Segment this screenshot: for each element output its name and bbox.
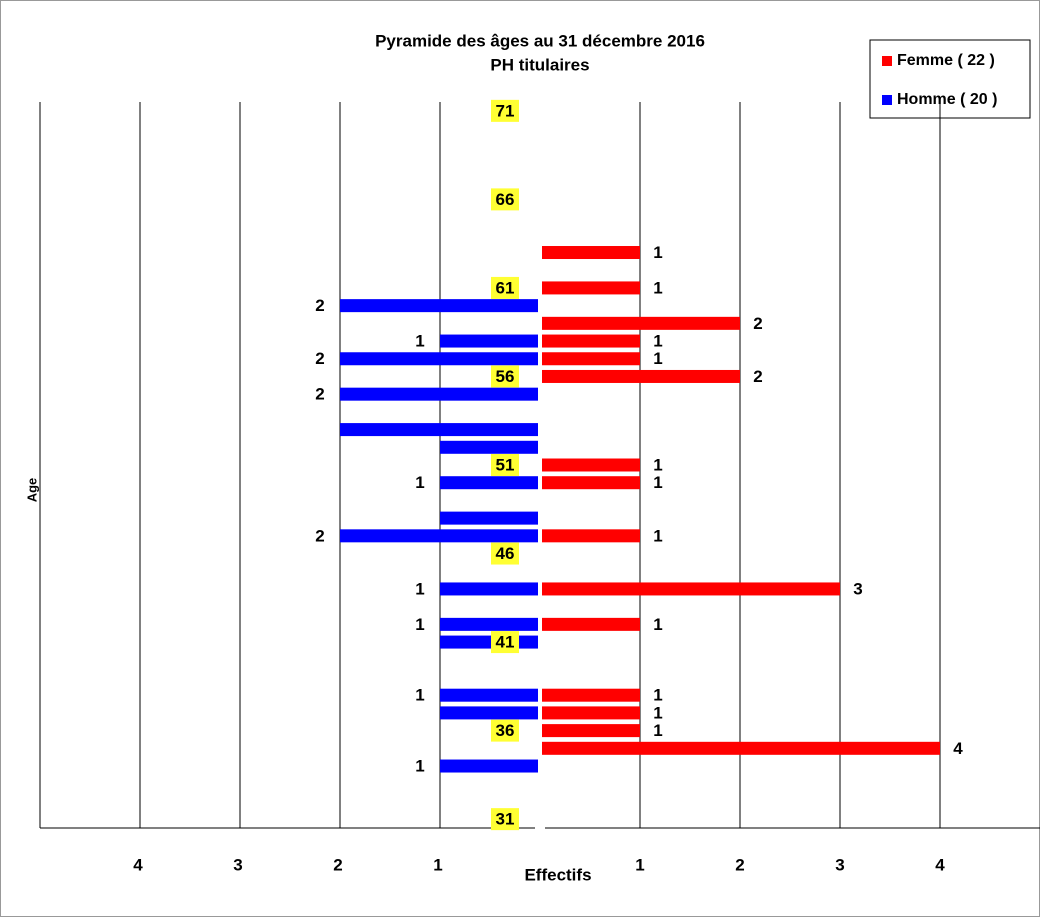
x-tick-label: 2: [735, 855, 744, 874]
x-tick-label: 2: [333, 855, 342, 874]
value-label: 1: [653, 278, 662, 297]
bar: [542, 617, 640, 631]
value-label: 1: [653, 332, 662, 351]
bar: [542, 334, 640, 348]
y-tick-box: [491, 808, 519, 831]
x-tick-label: 3: [835, 855, 844, 874]
bar: [440, 688, 538, 702]
legend-box: [869, 39, 1031, 119]
bar: [542, 529, 640, 543]
bar: [440, 582, 538, 596]
y-tick-box: [491, 188, 519, 211]
x-tick-label: 1: [433, 855, 442, 874]
bar: [542, 281, 640, 295]
value-label: 1: [653, 243, 662, 262]
bar: [440, 759, 538, 773]
bar: [542, 476, 640, 490]
bar: [440, 617, 538, 631]
y-tick-box: [491, 276, 519, 299]
chart-title: Pyramide des âges au 31 décembre 2016: [375, 31, 705, 50]
value-label: 2: [315, 385, 324, 404]
bar: [340, 387, 538, 401]
legend-label: Homme ( 20 ): [897, 91, 997, 108]
bar: [542, 316, 740, 330]
bar: [542, 352, 640, 366]
value-label: 1: [415, 757, 424, 776]
y-axis-label: Age: [24, 478, 39, 503]
y-tick-label: 51: [496, 455, 515, 474]
value-label: 1: [653, 703, 662, 722]
y-tick-box: [491, 631, 519, 654]
bar: [440, 511, 538, 525]
bar: [440, 476, 538, 490]
bar: [440, 440, 538, 454]
value-label: 1: [415, 473, 424, 492]
y-tick-label: 46: [496, 544, 515, 563]
value-label: 1: [653, 473, 662, 492]
bar: [542, 582, 840, 596]
value-label: 1: [415, 615, 424, 634]
x-tick-label: 4: [935, 855, 945, 874]
y-tick-label: 66: [496, 190, 515, 209]
value-label: 2: [753, 367, 762, 386]
y-tick-label: 31: [496, 810, 515, 829]
bar: [340, 423, 538, 437]
x-tick-label: 1: [635, 855, 644, 874]
y-tick-label: 71: [496, 101, 515, 120]
value-label: 2: [315, 349, 324, 368]
value-label: 1: [415, 332, 424, 351]
bar: [542, 246, 640, 260]
y-tick-label: 41: [496, 633, 515, 652]
y-tick-label: 36: [496, 721, 515, 740]
y-tick-label: 61: [496, 278, 515, 297]
value-label: 2: [753, 314, 762, 333]
y-tick-box: [491, 719, 519, 742]
value-label: 1: [653, 455, 662, 474]
value-label: 1: [653, 615, 662, 634]
bar: [340, 299, 538, 313]
x-tick-label: 3: [233, 855, 242, 874]
value-label: 4: [953, 739, 963, 758]
bar: [542, 706, 640, 720]
y-tick-box: [491, 99, 519, 122]
value-label: 2: [315, 526, 324, 545]
y-tick-label: 56: [496, 367, 515, 386]
legend-swatch: [882, 95, 892, 105]
value-label: 1: [653, 526, 662, 545]
bar: [542, 369, 740, 383]
bar: [440, 635, 538, 649]
bar: [440, 706, 538, 720]
value-label: 1: [653, 686, 662, 705]
x-tick-label: 4: [133, 855, 143, 874]
legend-label: Femme ( 22 ): [897, 52, 995, 69]
y-tick-box: [491, 365, 519, 388]
value-label: 1: [653, 721, 662, 740]
bar: [542, 741, 940, 755]
bar: [542, 458, 640, 472]
bar: [340, 352, 538, 366]
value-label: 2: [315, 296, 324, 315]
bar: [340, 529, 538, 543]
value-label: 1: [415, 579, 424, 598]
bar: [440, 334, 538, 348]
value-label: 3: [853, 579, 862, 598]
legend-swatch: [882, 56, 892, 66]
chart-subtitle: PH titulaires: [490, 55, 589, 74]
bar: [542, 688, 640, 702]
value-label: 1: [415, 686, 424, 705]
value-label: 1: [653, 349, 662, 368]
x-axis-label: Effectifs: [524, 865, 591, 884]
y-tick-box: [491, 542, 519, 565]
bar: [542, 724, 640, 738]
y-tick-box: [491, 454, 519, 476]
